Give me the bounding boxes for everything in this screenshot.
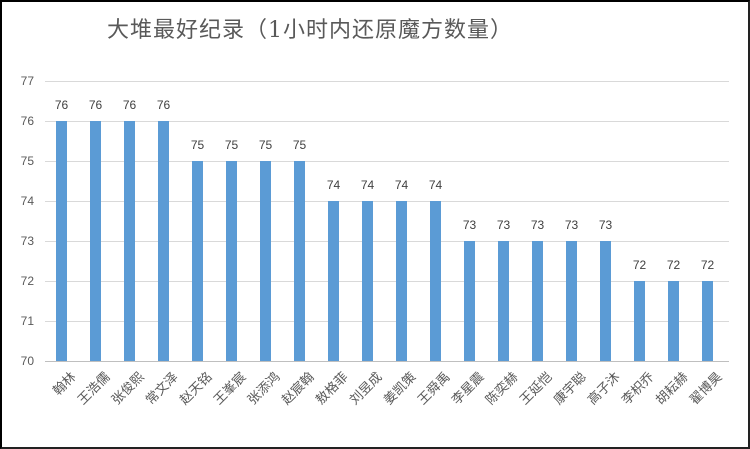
bar: [158, 121, 169, 361]
bar: [260, 161, 271, 361]
bar-value-label: 72: [666, 258, 681, 272]
bar: [294, 161, 305, 361]
gridline: [45, 201, 729, 202]
bar: [566, 241, 577, 361]
bar: [56, 121, 67, 361]
bar-value-label: 74: [360, 178, 375, 192]
bar-value-label: 72: [700, 258, 715, 272]
bar-value-label: 73: [598, 218, 613, 232]
bar-value-label: 76: [54, 98, 69, 112]
gridline: [45, 361, 729, 362]
bar: [192, 161, 203, 361]
bar-value-label: 74: [326, 178, 341, 192]
y-tick-label: 77: [20, 74, 34, 88]
bar: [226, 161, 237, 361]
gridline: [45, 121, 729, 122]
y-tick-label: 73: [20, 234, 34, 248]
bar-value-label: 76: [122, 98, 137, 112]
y-tick-label: 71: [20, 314, 34, 328]
bar: [668, 281, 679, 361]
bar: [430, 201, 441, 361]
gridline: [45, 81, 729, 82]
bar: [396, 201, 407, 361]
bar: [634, 281, 645, 361]
bar: [464, 241, 475, 361]
bar-value-label: 76: [156, 98, 171, 112]
bar: [124, 121, 135, 361]
gridline: [45, 241, 729, 242]
bar: [328, 201, 339, 361]
bar-value-label: 74: [428, 178, 443, 192]
bar: [90, 121, 101, 361]
bar: [362, 201, 373, 361]
bar: [600, 241, 611, 361]
y-tick-label: 75: [20, 154, 34, 168]
bar-value-label: 73: [462, 218, 477, 232]
gridline: [45, 321, 729, 322]
y-tick-label: 76: [20, 114, 34, 128]
bar-value-label: 74: [394, 178, 409, 192]
bar: [702, 281, 713, 361]
bar-value-label: 72: [632, 258, 647, 272]
bar-value-label: 75: [258, 138, 273, 152]
bar-value-label: 75: [292, 138, 307, 152]
bar: [532, 241, 543, 361]
y-tick-label: 70: [20, 354, 34, 368]
bar-value-label: 73: [496, 218, 511, 232]
bar-value-label: 73: [564, 218, 579, 232]
bar-value-label: 75: [190, 138, 205, 152]
bar-value-label: 75: [224, 138, 239, 152]
bar-value-label: 76: [88, 98, 103, 112]
bar: [498, 241, 509, 361]
y-tick-label: 72: [20, 274, 34, 288]
y-tick-label: 74: [20, 194, 34, 208]
gridline: [45, 281, 729, 282]
gridline: [45, 161, 729, 162]
bar-value-label: 73: [530, 218, 545, 232]
chart-title: 大堆最好纪录（1小时内还原魔方数量）: [107, 18, 513, 43]
